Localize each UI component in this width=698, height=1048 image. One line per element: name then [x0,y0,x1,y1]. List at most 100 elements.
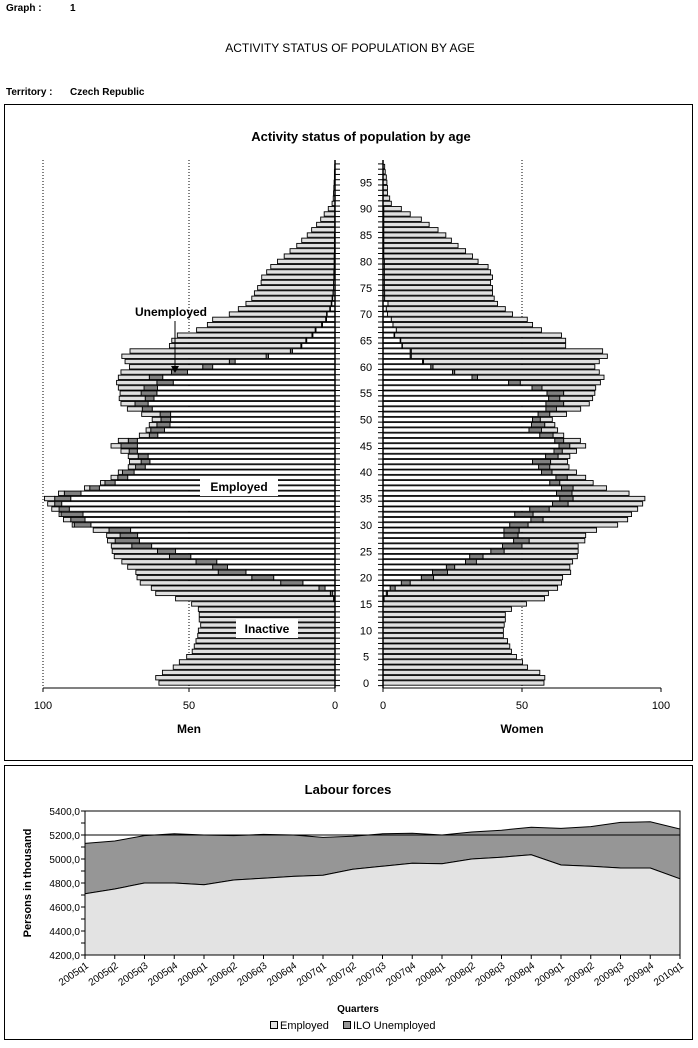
men-bar-inactive-age-23 [121,559,197,565]
men-bar-employed-age-46 [136,437,336,444]
men-bar-inactive-age-50 [151,416,162,423]
women-bar-inactive-age-33 [548,506,639,512]
women-bar-employed-age-18 [382,585,391,591]
legend-employed: Employed [280,1020,329,1032]
men-bar-unemployed-age-54 [144,395,155,402]
men-bar-unemployed-age-27 [114,538,140,544]
women-bar-employed-age-48 [382,427,530,433]
men-bar-unemployed-age-31 [70,516,86,523]
men-bar-inactive-age-17 [155,590,331,597]
women-bar-inactive-age-19 [409,580,562,586]
women-bar-unemployed-age-49 [531,422,546,428]
women-bar-employed-age-36 [382,490,557,496]
women-bar-employed-age-23 [382,559,467,565]
age-tick-label: 10 [360,625,372,637]
women-bar-unemployed-age-48 [528,427,542,433]
women-bar-unemployed-age-28 [503,532,519,539]
women-bar-inactive-age-65 [400,337,567,344]
x-tick-label: 2008q4 [503,960,537,988]
x-tick-label: 2007q3 [355,960,389,988]
age-tick-label: 25 [360,546,372,558]
women-bar-inactive-age-35 [572,495,646,502]
women-bar-inactive-age-34 [567,501,644,507]
men-bar-employed-age-19 [302,580,336,586]
women-bar-employed-age-55 [382,390,548,396]
women-bar-inactive-age-39 [566,474,587,481]
women-bar-inactive-age-91 [382,200,392,207]
women-bar-unemployed-age-37 [561,485,574,491]
age-tick-label: 50 [360,415,372,427]
men-bar-unemployed-age-51 [159,411,172,417]
men-bar-unemployed-age-55 [140,390,158,396]
men-bar-employed-age-58 [162,374,336,380]
men-bar-unemployed-age-33 [58,506,70,512]
women-bar-inactive-age-36 [571,490,630,496]
men-bar-unemployed-age-56 [143,385,158,391]
women-bar-employed-age-54 [382,395,550,402]
women-bar-inactive-age-75 [383,285,493,291]
men-bar-employed-age-30 [90,522,336,528]
men-bar-unemployed-age-44 [128,448,138,454]
x-tick-label: 2009q2 [563,960,597,988]
women-bar-inactive-age-84 [383,237,452,243]
women-bar-employed-age-26 [382,543,503,549]
women-bar-employed-age-35 [382,495,561,502]
men-bar-employed-age-41 [144,464,336,470]
age-tick-label: 55 [360,388,372,400]
men-bar-inactive-age-87 [316,221,336,228]
labour-frame [4,765,693,1040]
women-bar-unemployed-age-44 [553,448,563,454]
men-bar-inactive-age-38 [100,480,106,486]
women-bar-unemployed-age-57 [508,379,521,386]
men-bar-inactive-age-64 [168,343,302,349]
age-tick-label: 0 [363,678,369,690]
men-bar-employed-age-47 [157,432,336,438]
inactive-annotation-bg [236,619,298,638]
women-bar-inactive-age-29 [518,527,597,533]
men-bar-unemployed-age-61 [228,358,236,365]
women-bar-inactive-age-67 [395,327,542,333]
men-bar-employed-age-67 [315,327,336,333]
age-tick-label: 90 [360,204,372,216]
men-bar-unemployed-age-26 [131,543,153,549]
women-bar-unemployed-age-43 [545,453,559,460]
men-bar-inactive-age-55 [119,390,142,396]
men-bar-inactive-age-57 [116,379,158,386]
men-bar-inactive-age-21 [135,569,219,575]
age-tick-label: 5 [363,652,369,664]
x-tick-label: 2005q4 [146,960,180,988]
women-bar-unemployed-age-21 [432,569,448,575]
women-bar-employed-age-22 [382,564,447,570]
x-tick-label: 2007q1 [295,960,329,988]
men-bar-employed-age-23 [216,559,336,565]
women-bar-inactive-age-42 [550,459,569,465]
men-bar-employed-age-40 [133,469,336,475]
women-bar-employed-age-64 [382,343,403,349]
legend-swatch-employed [270,1021,278,1029]
men-bar-inactive-age-15 [191,601,336,607]
men-bar-inactive-age-32 [58,511,62,518]
men-bar-employed-age-42 [149,459,336,465]
women-bar-employed-age-62 [382,353,411,359]
men-bar-employed-age-59 [187,369,336,375]
women-bar-employed-age-69 [382,316,392,323]
legend-swatch-unemployed [343,1021,351,1029]
women-bar-employed-age-68 [382,321,394,328]
women-bar-employed-age-37 [382,485,562,491]
women-x-tick-label: 50 [516,700,528,712]
x-tick-label: 2008q2 [444,960,478,988]
women-bar-inactive-age-83 [383,242,459,249]
women-bar-inactive-age-26 [521,543,579,549]
women-bar-inactive-age-20 [433,574,564,581]
women-bar-inactive-age-69 [390,316,528,323]
women-bar-employed-age-29 [382,527,505,533]
men-bar-unemployed-age-52 [141,406,153,412]
men-bar-inactive-age-31 [62,516,72,523]
men-bar-inactive-age-76 [260,279,334,286]
men-bar-employed-age-32 [82,511,336,518]
men-bar-inactive-age-3 [172,664,336,670]
women-bar-inactive-age-13 [382,611,506,618]
men-bar-inactive-age-59 [120,369,172,375]
women-bar-inactive-age-52 [556,406,582,412]
women-bar-employed-age-61 [382,358,423,365]
